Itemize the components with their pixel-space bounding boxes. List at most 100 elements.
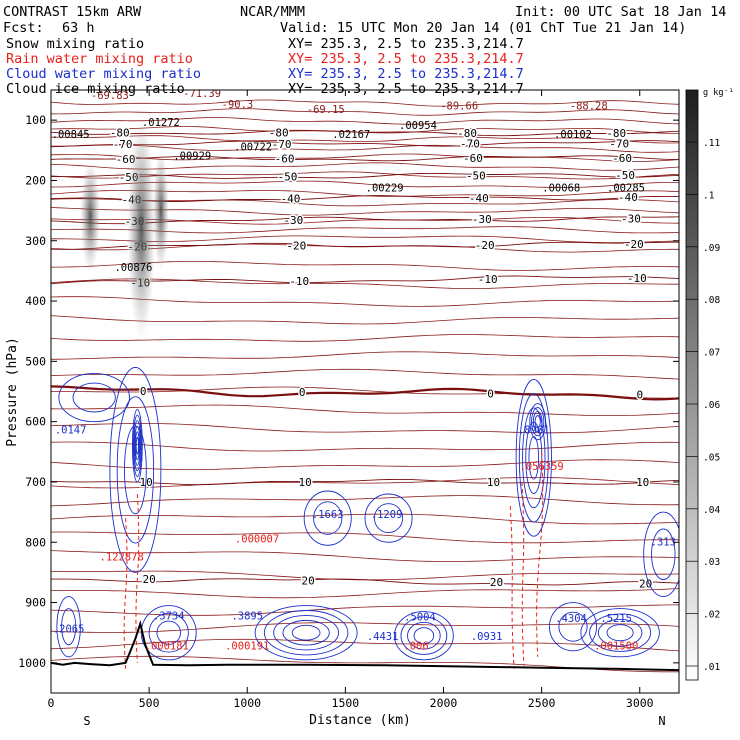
contour-value-label: .3895 bbox=[231, 610, 263, 622]
isotherm-label: -40 bbox=[469, 192, 489, 205]
contour-value-label: -69.83 bbox=[91, 90, 129, 102]
isotherm-line bbox=[51, 638, 679, 652]
cloud-water-contour bbox=[109, 366, 162, 573]
field-label-cloud-water: Cloud water mixing ratio bbox=[6, 66, 201, 82]
y-tick-label: 700 bbox=[25, 475, 46, 489]
contour-value-label: .00102 bbox=[554, 129, 592, 141]
y-tick-label: 400 bbox=[25, 294, 46, 308]
cloud-water-contour bbox=[558, 611, 588, 642]
x-tick-label: 3000 bbox=[626, 696, 654, 710]
isotherm-label: -50 bbox=[466, 170, 486, 183]
isotherm-line bbox=[51, 117, 679, 125]
isotherm-label: -50 bbox=[278, 170, 298, 183]
contour-value-label: .3734 bbox=[153, 610, 185, 622]
isotherm-line bbox=[51, 315, 679, 325]
contour-value-label: .00845 bbox=[52, 129, 90, 141]
y-tick-label: 100 bbox=[25, 113, 46, 127]
isotherm-label: -20 bbox=[624, 238, 644, 251]
isotherm-label: 20 bbox=[639, 578, 652, 591]
contour-value-label: .000191 bbox=[225, 641, 269, 653]
isotherm-line bbox=[51, 334, 679, 342]
contour-value-label: -89.66 bbox=[440, 100, 478, 112]
contour-value-label: .00954 bbox=[399, 120, 437, 132]
contour-value-label: .02167 bbox=[332, 129, 370, 141]
isotherm-label: -80 bbox=[606, 127, 626, 140]
isotherm-label: -60 bbox=[275, 153, 295, 166]
cloud-water-contour bbox=[133, 420, 142, 472]
contour-value-label: .001500 bbox=[594, 641, 638, 653]
contour-value-label: .2065 bbox=[53, 624, 85, 636]
isotherm-label: 10 bbox=[487, 476, 500, 489]
isotherm-labeled bbox=[51, 140, 679, 148]
rain-contour bbox=[123, 518, 128, 669]
isotherm-label: 20 bbox=[301, 575, 314, 588]
cloud-water-contour bbox=[529, 403, 547, 441]
isotherm-line bbox=[51, 135, 679, 144]
contour-value-label: .000007 bbox=[235, 533, 279, 545]
isotherm-label: -60 bbox=[463, 152, 483, 165]
terrain-profile bbox=[51, 619, 679, 672]
isotherm-label: 0 bbox=[487, 387, 494, 400]
isotherm-label: -40 bbox=[618, 191, 638, 204]
contour-value-label: .4304 bbox=[555, 613, 587, 625]
contour-value-label: .1663 bbox=[312, 509, 344, 521]
isotherm-line bbox=[51, 99, 679, 107]
contour-value-label: .000181 bbox=[145, 641, 189, 653]
forecast-hour: 63 h bbox=[62, 20, 95, 36]
contour-value-label: .056359 bbox=[519, 461, 563, 473]
x-axis-label: Distance (km) bbox=[309, 713, 411, 728]
isotherm-label: 20 bbox=[490, 576, 503, 589]
contour-value-label: .8961 bbox=[518, 425, 550, 437]
isotherm-label: 0 bbox=[140, 385, 147, 398]
colorbar-tick-label: .02 bbox=[703, 610, 720, 621]
cloud-water-contour bbox=[534, 415, 541, 429]
rain-contour bbox=[509, 506, 515, 669]
cloud-water-contour bbox=[263, 610, 349, 656]
isotherm-line bbox=[51, 108, 679, 116]
isotherm-label: -70 bbox=[609, 137, 629, 150]
isotherm-labeled bbox=[51, 385, 679, 401]
isotherm-line bbox=[51, 550, 679, 562]
contour-value-label: .006 bbox=[403, 641, 428, 653]
isotherm-labeled bbox=[51, 275, 679, 285]
cloud-water-contour bbox=[532, 411, 543, 433]
contour-value-label: .00876 bbox=[114, 262, 152, 274]
cloud-water-contour bbox=[61, 608, 77, 646]
isotherm-label: -10 bbox=[627, 272, 647, 285]
isotherm-line bbox=[51, 604, 679, 616]
isotherm-labeled bbox=[51, 155, 679, 162]
isotherm-labeled bbox=[51, 478, 679, 486]
cloud-water-contour bbox=[303, 490, 352, 546]
cloud-water-contour bbox=[407, 621, 441, 650]
contour-value-label: .01272 bbox=[142, 117, 180, 129]
isotherm-line bbox=[51, 296, 679, 307]
isotherm-line bbox=[51, 459, 679, 470]
contour-value-label: .0931 bbox=[471, 631, 503, 643]
cloud-water-contour bbox=[135, 436, 139, 455]
colorbar-ticks: .11 .1 .09 .08 .07 .06 .05 .04 .03 .02 .01 bbox=[686, 138, 720, 673]
colorbar-tick-label: .11 bbox=[703, 138, 720, 149]
isotherm-label: -80 bbox=[457, 127, 477, 140]
x-tick-label: 1500 bbox=[332, 696, 360, 710]
contour-value-label: -90.3 bbox=[222, 99, 254, 111]
y-tick-label: 900 bbox=[25, 596, 46, 610]
colorbar-tick-label: .04 bbox=[703, 505, 720, 516]
isotherm-label: -10 bbox=[478, 273, 498, 286]
init-time: Init: 00 UTC Sat 18 Jan 14 bbox=[515, 4, 726, 20]
cloud-water-contour bbox=[131, 409, 143, 483]
cloud-water-contour bbox=[132, 414, 142, 477]
cloud-water-contour bbox=[254, 605, 358, 661]
terrain-line bbox=[51, 619, 679, 672]
cloud-water-contour bbox=[606, 624, 634, 642]
forecast-label: Fcst: bbox=[3, 20, 44, 36]
cloud-water-contour bbox=[643, 511, 679, 597]
colorbar-tick-label: .01 bbox=[703, 662, 720, 673]
x-axis: 0 500 1000 1500 2000 2500 3000 bbox=[48, 90, 654, 710]
cloud-water-contour bbox=[72, 382, 116, 413]
field-xy-cloud-water: XY= 235.3, 2.5 to 235.3,214.7 bbox=[288, 66, 524, 82]
isotherm-line bbox=[51, 655, 679, 673]
isotherm-line bbox=[51, 588, 679, 599]
colorbar-tick-label: .07 bbox=[703, 348, 720, 359]
isotherm-labeled bbox=[51, 578, 679, 586]
